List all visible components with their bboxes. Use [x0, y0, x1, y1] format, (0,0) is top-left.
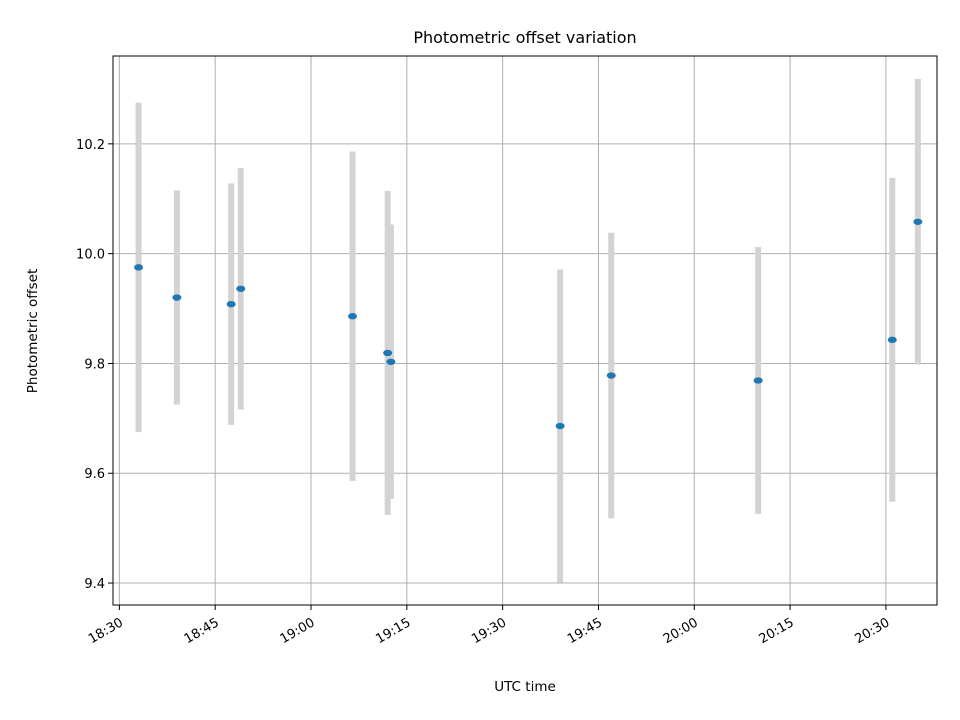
y-tick-label: 10.2	[76, 138, 105, 153]
data-point	[753, 377, 763, 384]
data-point	[386, 358, 396, 365]
data-points	[134, 218, 923, 430]
data-point	[913, 218, 923, 225]
data-point	[383, 349, 393, 357]
data-point	[606, 372, 616, 379]
data-point	[555, 422, 565, 430]
y-axis-label: Photometric offset	[25, 269, 41, 393]
y-tick-label: 10.0	[76, 248, 105, 263]
data-point	[226, 300, 236, 308]
y-tick-label: 9.6	[84, 467, 105, 482]
data-point	[236, 285, 246, 292]
y-axis: 9.4 9.6 9.8 10.0 10.2	[76, 138, 113, 592]
x-axis-label: UTC time	[494, 679, 556, 695]
data-point	[134, 264, 144, 271]
grid	[113, 56, 937, 605]
chart-title: Photometric offset variation	[413, 28, 636, 47]
data-point	[348, 313, 358, 320]
data-point	[172, 294, 182, 301]
data-point	[887, 336, 897, 344]
plot-frame	[112, 55, 938, 606]
y-tick-label: 9.8	[84, 357, 105, 372]
y-tick-label: 9.4	[84, 577, 105, 592]
